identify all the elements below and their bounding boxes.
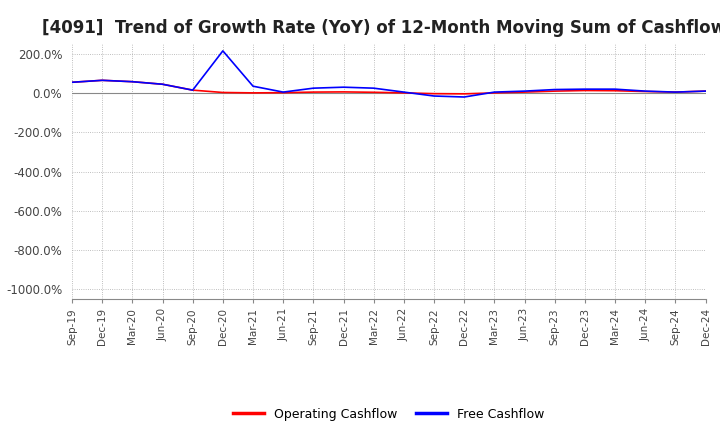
Free Cashflow [189,88,197,93]
Free Cashflow [701,88,710,94]
Operating Cashflow [430,91,438,96]
Legend: Operating Cashflow, Free Cashflow: Operating Cashflow, Free Cashflow [228,403,550,425]
Free Cashflow [248,84,257,89]
Operating Cashflow [550,88,559,94]
Operating Cashflow [611,88,619,93]
Operating Cashflow [248,90,257,95]
Free Cashflow [430,93,438,99]
Operating Cashflow [309,89,318,95]
Operating Cashflow [460,91,469,96]
Operating Cashflow [158,81,167,87]
Free Cashflow [580,87,589,92]
Operating Cashflow [521,89,529,95]
Free Cashflow [521,88,529,94]
Line: Free Cashflow: Free Cashflow [72,51,706,97]
Operating Cashflow [128,79,137,84]
Free Cashflow [68,80,76,85]
Free Cashflow [611,87,619,92]
Free Cashflow [490,89,499,95]
Free Cashflow [158,81,167,87]
Free Cashflow [98,78,107,83]
Title: [4091]  Trend of Growth Rate (YoY) of 12-Month Moving Sum of Cashflows: [4091] Trend of Growth Rate (YoY) of 12-… [42,19,720,37]
Free Cashflow [641,88,649,94]
Operating Cashflow [641,89,649,94]
Operating Cashflow [701,88,710,94]
Operating Cashflow [219,90,228,95]
Free Cashflow [279,89,287,95]
Free Cashflow [219,48,228,54]
Operating Cashflow [68,80,76,85]
Operating Cashflow [580,88,589,93]
Free Cashflow [550,87,559,92]
Free Cashflow [460,94,469,99]
Operating Cashflow [189,88,197,93]
Operating Cashflow [369,90,378,95]
Free Cashflow [339,84,348,90]
Free Cashflow [309,85,318,91]
Operating Cashflow [490,90,499,95]
Free Cashflow [369,85,378,91]
Operating Cashflow [339,89,348,95]
Free Cashflow [128,79,137,84]
Operating Cashflow [279,90,287,95]
Free Cashflow [671,89,680,95]
Free Cashflow [400,89,408,95]
Operating Cashflow [400,90,408,95]
Operating Cashflow [98,78,107,83]
Operating Cashflow [671,89,680,95]
Line: Operating Cashflow: Operating Cashflow [72,81,706,94]
